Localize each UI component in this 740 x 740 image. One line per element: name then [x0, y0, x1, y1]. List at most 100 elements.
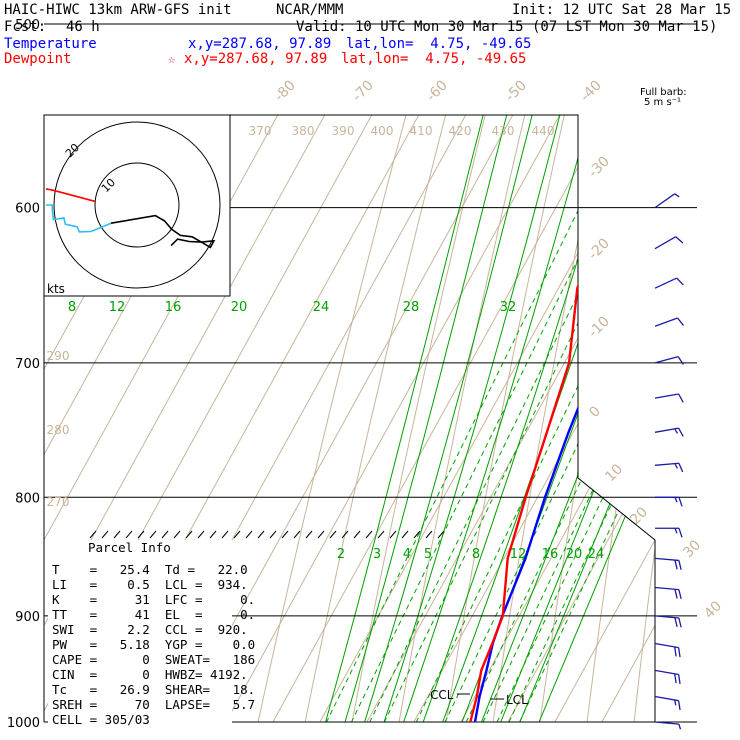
- moist-adiabat-line: [480, 115, 655, 722]
- mixing-ratio-line: [485, 115, 655, 722]
- theta-label: 410: [410, 124, 433, 138]
- isotherm-line: [272, 115, 655, 722]
- wind-barb: [654, 427, 684, 437]
- moist-adiabat-line: [348, 115, 655, 722]
- wind-barb-flag: [674, 673, 677, 684]
- hatch-mark: [329, 530, 337, 539]
- wind-barb-half: [674, 528, 678, 534]
- hatch-mark: [317, 530, 325, 539]
- temperature-latlon: lat,lon= 4.75, -49.65: [346, 36, 532, 52]
- hodograph-trace: [110, 214, 216, 249]
- dry-adiabat-line: [437, 115, 655, 722]
- wind-barb-flag: [678, 462, 684, 473]
- dry-adiabat-line: [724, 0, 740, 740]
- wind-barb-half: [674, 699, 677, 706]
- moist-adiabat-line: [518, 115, 655, 722]
- parcel-row: LI = 0.5 LCL = 934.: [52, 577, 248, 592]
- isotherm-line: [44, 115, 655, 722]
- isotherm-line: [84, 115, 655, 722]
- mixing-ratio-line: [421, 115, 655, 722]
- wind-barb: [654, 393, 684, 403]
- isotherm-label: -50: [502, 77, 529, 104]
- parcel-row: CAPE = 0 SWEAT= 186: [52, 652, 256, 667]
- isotherm-line: [44, 115, 655, 722]
- wind-barb: [655, 496, 683, 507]
- mixing-ratio-label: 16: [165, 300, 182, 315]
- hatch-mark: [101, 530, 109, 539]
- mixing-ratio-label: 20: [231, 300, 248, 315]
- mixing-ratio-label: 4: [403, 547, 411, 562]
- wind-barb-half: [674, 497, 678, 503]
- moist-adiabat-line: [499, 115, 655, 722]
- parcel-row: PW = 5.18 YGP = 0.0: [52, 637, 256, 652]
- wind-barb-flag: [674, 646, 677, 657]
- theta-label: 290: [47, 349, 70, 363]
- hatch-mark: [113, 530, 121, 539]
- parcel-row: SWI = 2.2 CCL = 920.: [52, 622, 248, 637]
- wind-barb-flag: [678, 560, 682, 570]
- wind-barb-half: [678, 723, 682, 730]
- hatch-mark: [185, 530, 193, 539]
- isotherm-line: [413, 115, 655, 722]
- parcel-row: TT = 41 EL = 0.: [52, 607, 256, 622]
- isotherm-label: -30: [585, 153, 612, 180]
- hatch-mark: [353, 530, 361, 539]
- mixing-ratio-label: 8: [68, 300, 76, 315]
- dewpoint-legend: Dewpoint: [4, 51, 72, 67]
- isotherm-label: 40: [701, 598, 725, 622]
- mixing-ratio-line: [302, 115, 655, 722]
- isotherm-line: [225, 115, 655, 722]
- isotherm-label: -10: [585, 313, 612, 340]
- dewpoint-star-icon: ☆: [168, 52, 176, 66]
- hatch-mark: [293, 530, 301, 539]
- temperature-xy: x,y=287.68, 97.89: [188, 36, 332, 52]
- model-title: HAIC-HIWC 13km ARW-GFS init: [4, 2, 232, 18]
- wind-barb-staff: [654, 393, 679, 399]
- hatch-mark: [365, 530, 373, 539]
- isotherm-line: [44, 115, 655, 722]
- hodograph-ring-outer: [53, 121, 221, 289]
- wind-barb: [654, 615, 682, 628]
- wind-barb-flag: [676, 277, 684, 286]
- hatch-mark: [89, 530, 97, 539]
- wind-barb-flag: [678, 589, 682, 600]
- hodograph-trace-group: [46, 188, 216, 249]
- hodograph-trace: [46, 188, 96, 203]
- parcel-row: T = 25.4 Td = 22.0: [52, 562, 248, 577]
- wind-barb: [654, 669, 681, 684]
- mixing-ratio-label: 12: [109, 300, 126, 315]
- hatch-mark: [257, 530, 265, 539]
- wind-barb-staff: [654, 193, 676, 209]
- theta-label: 270: [47, 495, 70, 509]
- mixing-ratio-label: 20: [566, 547, 583, 562]
- org-title: NCAR/MMM: [276, 2, 344, 18]
- parcel-row: CELL = 305/03: [52, 712, 150, 727]
- theta-label: 420: [449, 124, 472, 138]
- moist-adiabat-line: [311, 115, 655, 722]
- hatch-mark: [401, 530, 409, 539]
- isotherm-line: [319, 115, 655, 722]
- moist-adiabat-line: [424, 115, 655, 722]
- mixing-ratio-line: [496, 115, 655, 722]
- valid-time: Valid: 10 UTC Mon 30 Mar 15 (07 LST Mon …: [296, 19, 718, 35]
- barb-legend-label: Full barb:: [640, 87, 687, 98]
- hatch-mark: [425, 530, 433, 539]
- isotherm-line: [131, 115, 655, 722]
- mixing-ratio-label: 3: [373, 547, 381, 562]
- moist-adiabat-line: [461, 115, 655, 722]
- temperature-legend: Temperature: [4, 36, 97, 52]
- isotherm-label: 10: [602, 461, 626, 485]
- pressure-tick-label: 800: [15, 491, 40, 506]
- isotherm-line: [178, 115, 655, 722]
- wind-barb-staff: [654, 236, 677, 250]
- hatch-mark: [269, 530, 277, 539]
- hodograph-ring-inner: [94, 162, 180, 248]
- pressure-tick-label: 700: [15, 357, 40, 372]
- wind-barb: [654, 317, 684, 327]
- hatch-mark: [221, 530, 229, 539]
- wind-barb: [654, 642, 681, 658]
- isotherm-label: -40: [577, 77, 604, 104]
- dry-adiabat-line: [247, 115, 655, 722]
- parcel-info-title: Parcel Info: [88, 540, 171, 555]
- isotherm-label: 0: [586, 403, 604, 421]
